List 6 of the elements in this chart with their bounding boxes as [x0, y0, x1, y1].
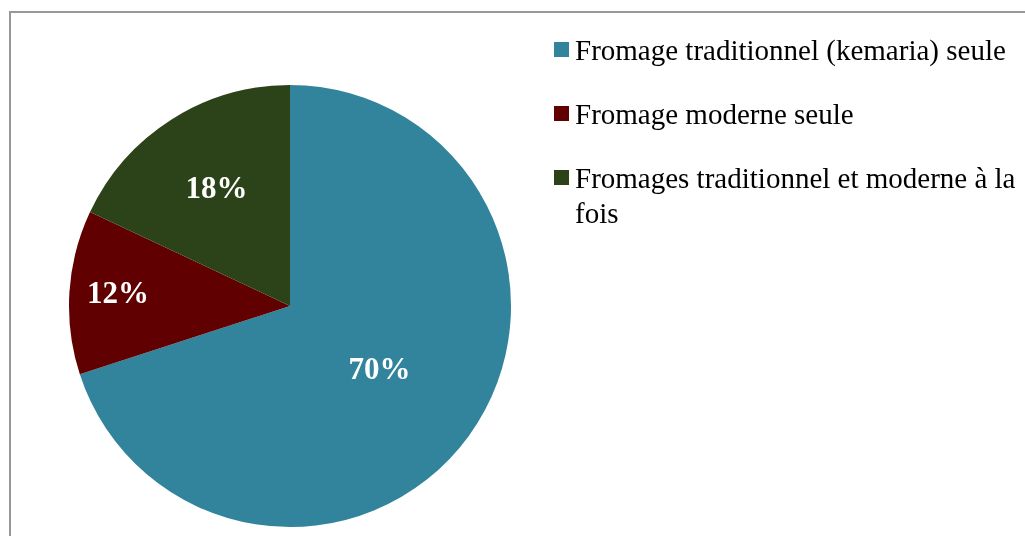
legend-label: Fromages traditionnel et moderne à la fois [575, 161, 1017, 231]
data-label: 12% [86, 275, 149, 311]
data-label: 70% [348, 350, 411, 386]
data-label: 18% [185, 170, 248, 206]
legend-label: Fromage moderne seule [575, 97, 855, 132]
legend-label: Fromage traditionnel (kemaria) seule [575, 33, 1007, 68]
